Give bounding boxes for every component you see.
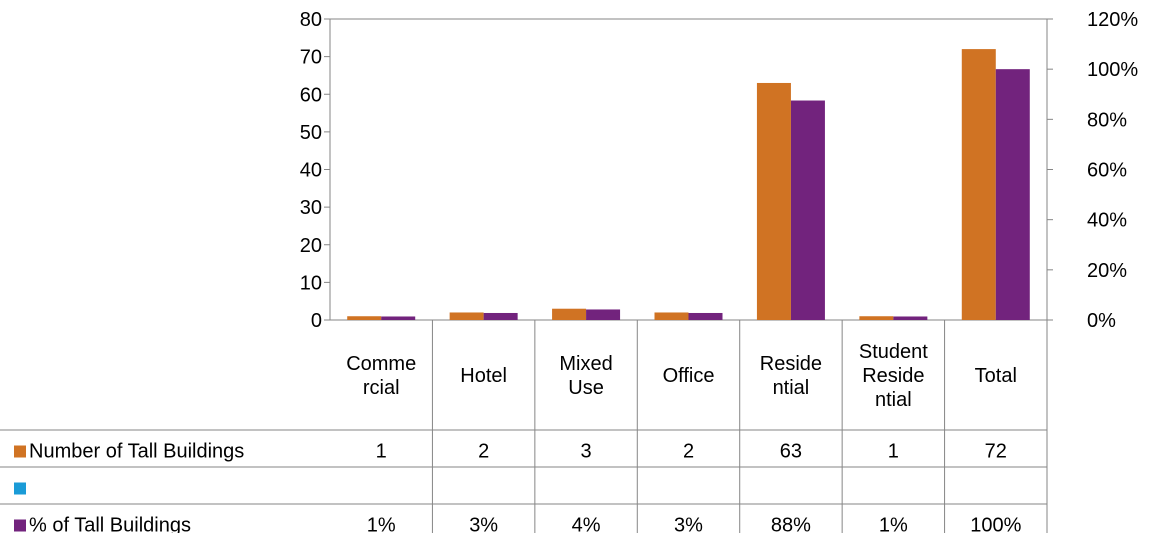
table-value: 1% xyxy=(879,515,908,534)
table-value: 3% xyxy=(674,515,703,534)
table-value: 1 xyxy=(376,441,387,463)
legend-key xyxy=(14,519,26,532)
bar-percent xyxy=(586,309,621,320)
category-label: Student Reside ntial xyxy=(859,341,928,411)
category-label: Reside ntial xyxy=(760,353,822,399)
bar-count xyxy=(961,49,996,320)
bar-count xyxy=(449,312,484,320)
bar-count xyxy=(347,316,382,320)
table-value: 2 xyxy=(478,441,489,463)
data-table: Comme rcial Hotel Mixed Use Office Reside ntial… xyxy=(0,320,1048,538)
right-axis-tick-label: 60% xyxy=(1087,160,1127,182)
axes: 0 10 20 30 40 50 60 70 80 0% 20% 40% 60% 80% 100% 120% xyxy=(300,9,1139,332)
table-value: 88% xyxy=(771,515,811,534)
bar-percent xyxy=(483,312,518,320)
plot-area xyxy=(329,18,1048,321)
table-value: 4% xyxy=(572,515,601,534)
right-axis-tick-label: 40% xyxy=(1087,210,1127,232)
bar-percent xyxy=(790,100,825,320)
table-value: 100% xyxy=(970,515,1021,534)
left-axis-tick-label: 40 xyxy=(300,160,322,182)
bar-count xyxy=(859,316,894,320)
table-value: 3% xyxy=(469,515,498,534)
right-axis-tick-label: 80% xyxy=(1087,109,1127,131)
bar-count xyxy=(756,82,791,321)
legend-label: % of Tall Buildings xyxy=(29,515,191,534)
left-axis-tick-label: 20 xyxy=(300,235,322,257)
table-value: 63 xyxy=(780,441,802,463)
left-axis-tick-label: 70 xyxy=(300,47,322,69)
legend-key xyxy=(14,482,26,495)
right-axis-tick-label: 100% xyxy=(1087,59,1138,81)
bar-count xyxy=(552,308,587,320)
category-label: Comme rcial xyxy=(346,353,416,399)
bar-percent xyxy=(995,69,1030,321)
legend-key xyxy=(14,445,26,458)
table-value: 2 xyxy=(683,441,694,463)
category-label: Office xyxy=(663,365,715,387)
category-label: Mixed Use xyxy=(559,353,612,399)
table-value: 1 xyxy=(888,441,899,463)
legend-label: Number of Tall Buildings xyxy=(29,441,244,463)
plot-border xyxy=(329,18,1048,321)
left-axis-tick-label: 80 xyxy=(300,9,322,31)
right-axis-tick-label: 120% xyxy=(1087,9,1138,31)
category-label: Total xyxy=(975,365,1017,387)
left-axis-tick-label: 30 xyxy=(300,197,322,219)
left-axis-tick-label: 0 xyxy=(311,310,322,332)
bars xyxy=(347,49,1030,321)
category-label: Hotel xyxy=(460,365,507,387)
table-value: 3 xyxy=(581,441,592,463)
left-axis-tick-label: 60 xyxy=(300,84,322,106)
bar-percent xyxy=(381,316,416,320)
bar-count xyxy=(654,312,689,320)
bar-percent xyxy=(688,312,723,320)
left-axis-tick-label: 10 xyxy=(300,272,322,294)
left-axis-tick-label: 50 xyxy=(300,122,322,144)
table-value: 1% xyxy=(367,515,396,534)
table-value: 72 xyxy=(985,441,1007,463)
bar-percent xyxy=(893,316,928,320)
right-axis-tick-label: 20% xyxy=(1087,260,1127,282)
right-axis-tick-label: 0% xyxy=(1087,310,1116,332)
